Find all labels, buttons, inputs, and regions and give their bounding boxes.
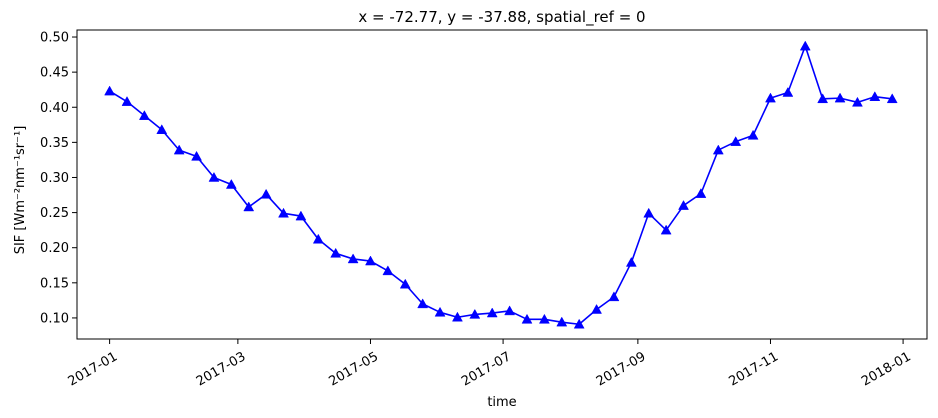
data-point-marker <box>730 136 742 146</box>
data-point-marker <box>747 129 759 140</box>
data-point-marker <box>243 201 255 212</box>
data-point-marker <box>504 305 516 316</box>
data-point-marker <box>556 316 568 327</box>
axes: 0.10 0.15 0.20 0.25 0.30 0.35 0.40 0.45 0.50 2017… <box>40 29 928 390</box>
data-point-marker <box>138 110 150 120</box>
chart-title: x = -72.77, y = -37.88, spatial_ref = 0 <box>358 8 645 27</box>
data-point-marker <box>643 207 655 218</box>
data-point-marker <box>469 308 481 319</box>
y-axis-label: SIF [Wm⁻²nm⁻¹sr⁻¹] <box>13 126 28 255</box>
y-tick-label: 0.45 <box>40 66 69 81</box>
data-point-marker <box>452 311 463 322</box>
data-point-marker <box>156 124 168 134</box>
data-point-marker <box>799 40 811 51</box>
data-point-marker <box>834 92 846 103</box>
data-point-marker <box>852 96 863 107</box>
data-point-marker <box>260 188 272 199</box>
data-point-marker <box>886 93 898 104</box>
data-point-marker <box>869 91 881 101</box>
data-point-marker <box>417 298 429 309</box>
data-point-marker <box>208 171 220 182</box>
y-tick-label: 0.20 <box>40 241 69 256</box>
data-point-marker <box>765 92 776 103</box>
data-point-marker <box>660 224 672 235</box>
data-point-marker <box>399 278 411 289</box>
data-point-marker <box>538 313 550 324</box>
data-point-marker <box>295 210 307 221</box>
data-point-marker <box>382 265 394 276</box>
y-tick-label: 0.25 <box>40 206 69 221</box>
data-point-marker <box>625 256 637 267</box>
y-tick-label: 0.30 <box>40 171 69 186</box>
data-point-marker <box>782 86 794 97</box>
y-tick-label: 0.15 <box>40 276 69 291</box>
data-point-marker <box>591 303 602 314</box>
data-point-marker <box>434 306 446 317</box>
y-tick-label: 0.10 <box>40 311 69 326</box>
data-point-marker <box>573 318 585 329</box>
data-point-marker <box>312 233 324 244</box>
data-point-marker <box>608 291 620 302</box>
y-tick-label: 0.50 <box>40 31 69 46</box>
x-tick-label: 2017-09 <box>594 349 649 389</box>
data-point-marker <box>330 247 342 258</box>
series-line <box>109 45 893 326</box>
data-point-marker <box>121 96 133 106</box>
y-tick-label: 0.40 <box>40 101 69 116</box>
data-point-marker <box>486 307 498 318</box>
data-point-marker <box>817 93 829 104</box>
x-tick-label: 2017-03 <box>194 349 249 389</box>
data-point-marker <box>191 150 202 161</box>
data-point-marker <box>678 200 689 210</box>
x-tick-label: 2018-01 <box>859 349 914 389</box>
x-tick-label: 2017-07 <box>459 349 514 389</box>
plot-frame <box>76 29 928 340</box>
series-group <box>104 40 898 329</box>
data-point-marker <box>173 144 185 155</box>
data-point-marker <box>365 255 376 266</box>
data-point-marker <box>347 253 359 264</box>
x-tick-label: 2017-01 <box>66 349 121 389</box>
x-axis-label: time <box>487 395 516 410</box>
y-tick-label: 0.35 <box>40 136 69 151</box>
x-tick-label: 2017-05 <box>326 349 381 389</box>
data-point-marker <box>104 85 116 96</box>
data-point-marker <box>278 207 289 218</box>
x-tick-label: 2017-11 <box>726 349 781 389</box>
data-point-marker <box>712 144 724 155</box>
data-point-marker <box>225 178 237 189</box>
data-point-marker <box>521 313 533 324</box>
data-point-marker <box>695 188 707 198</box>
